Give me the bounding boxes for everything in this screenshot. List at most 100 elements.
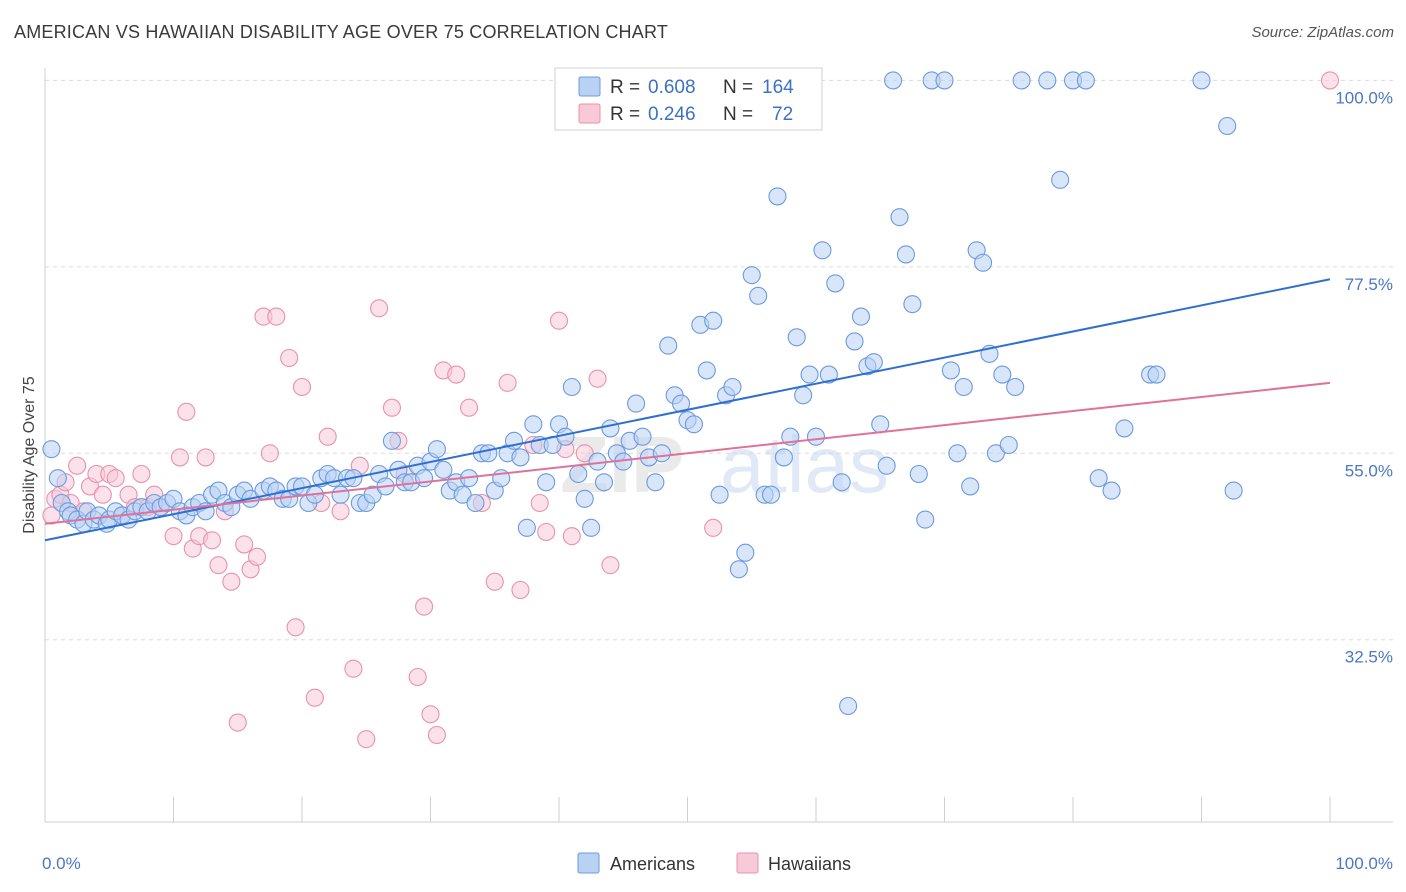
americans-point-140 (941, 361, 960, 380)
americans-point-113 (761, 485, 781, 504)
series-americans (42, 71, 1243, 716)
hawaiians-point-9 (93, 485, 112, 504)
hawaiians-point-55 (447, 365, 466, 384)
americans-point-145 (973, 253, 993, 272)
hawaiians-point-34 (260, 444, 279, 463)
americans-point-85 (582, 518, 601, 537)
americans-point-61 (427, 440, 446, 459)
hawaiians-point-39 (305, 688, 324, 707)
series-legend: Americans Hawaiians (577, 852, 851, 874)
americans-point-147 (986, 444, 1005, 463)
americans-point-111 (749, 286, 768, 305)
hawaiians-point-11 (106, 469, 125, 488)
americans-point-137 (916, 510, 935, 529)
americans-point-132 (884, 71, 903, 90)
bottom-legend-swatch-hawaiians (736, 852, 759, 874)
x-tick-label-0: 0.0% (42, 854, 81, 873)
americans-point-96 (652, 444, 671, 463)
americans-point-117 (787, 328, 806, 347)
hawaiians-point-51 (415, 597, 434, 616)
americans-point-121 (813, 241, 832, 260)
hawaiians-point-45 (357, 730, 376, 749)
americans-point-154 (1076, 71, 1095, 90)
americans-point-1 (48, 469, 67, 488)
chart-source: Source: ZipAtlas.com (1251, 24, 1394, 41)
americans-point-103 (697, 361, 716, 380)
americans-point-148 (993, 365, 1012, 384)
americans-point-160 (1218, 116, 1237, 136)
americans-point-123 (826, 274, 845, 293)
hawaiians-point-59 (498, 373, 517, 392)
hawaiians-point-28 (222, 572, 241, 591)
americans-point-152 (1051, 170, 1070, 189)
americans-point-125 (839, 696, 858, 716)
americans-point-74 (511, 448, 530, 467)
americans-point-142 (954, 377, 973, 397)
hawaiians-point-36 (280, 348, 299, 368)
americans-point-157 (1115, 419, 1134, 438)
hawaiians-point-69 (601, 556, 620, 575)
americans-point-151 (1038, 71, 1057, 90)
americans-point-120 (806, 427, 826, 446)
legend-r-label-americans: R = (610, 77, 640, 98)
americans-point-155 (1089, 469, 1108, 488)
americans-point-161 (1224, 481, 1243, 500)
americans-point-110 (742, 266, 761, 285)
hawaiians-point-41 (318, 427, 337, 446)
bottom-legend-swatch-americans (577, 852, 600, 874)
hawaiians-point-21 (177, 402, 196, 421)
americans-point-105 (710, 485, 729, 504)
y-tick-label-0: 100.0% (1335, 88, 1393, 107)
americans-point-109 (736, 543, 755, 562)
americans-point-143 (961, 477, 980, 496)
americans-point-46 (331, 485, 350, 504)
americans-point-76 (524, 415, 543, 434)
americans-point-108 (729, 560, 748, 579)
bottom-legend-americans: Americans (610, 854, 695, 874)
y-axis-title: Disability Age Over 75 (21, 376, 38, 534)
americans-point-156 (1102, 481, 1121, 500)
chart-title: AMERICAN VS HAWAIIAN DISABILITY AGE OVER… (14, 22, 669, 42)
americans-point-118 (794, 386, 813, 405)
hawaiians-point-38 (292, 377, 312, 397)
hawaiians-point-63 (537, 522, 556, 542)
americans-point-115 (774, 448, 793, 467)
hawaiians-point-50 (408, 667, 427, 687)
americans-point-159 (1192, 71, 1211, 90)
trend-lines (44, 278, 1331, 542)
americans-point-59 (415, 469, 434, 488)
hawaiians-point-35 (267, 307, 286, 326)
americans-point-87 (594, 473, 614, 492)
hawaiians-trend-line (44, 381, 1331, 525)
americans-trend-line (44, 278, 1331, 542)
americans-point-78 (537, 473, 556, 492)
hawaiians-point-24 (196, 448, 215, 467)
legend-r-value-hawaiians: 0.246 (648, 104, 696, 125)
hawaiians-point-47 (382, 398, 402, 417)
hawaiians-point-71 (1320, 71, 1340, 90)
hawaiians-point-20 (170, 448, 189, 467)
hawaiians-point-68 (588, 369, 607, 388)
americans-point-104 (704, 311, 723, 330)
americans-point-88 (601, 419, 620, 438)
americans-point-97 (659, 336, 678, 355)
americans-point-149 (999, 435, 1018, 455)
americans-point-124 (832, 473, 851, 492)
hawaiians-point-29 (228, 713, 247, 732)
americans-point-67 (466, 493, 485, 513)
hawaiians-point-56 (459, 398, 479, 417)
americans-point-135 (903, 295, 922, 314)
legend-n-value-hawaiians: 72 (772, 104, 793, 125)
hawaiians-point-37 (286, 618, 305, 637)
americans-point-114 (768, 187, 787, 206)
americans-point-51 (363, 485, 382, 504)
americans-point-107 (723, 377, 742, 397)
americans-point-139 (935, 71, 954, 90)
hawaiians-point-60 (511, 580, 530, 600)
hawaiians-point-30 (235, 535, 254, 554)
y-tick-label-3: 32.5% (1345, 648, 1393, 667)
x-tick-label-1: 100.0% (1335, 854, 1393, 873)
americans-point-126 (845, 332, 864, 351)
legend-n-value-americans: 164 (762, 77, 794, 98)
